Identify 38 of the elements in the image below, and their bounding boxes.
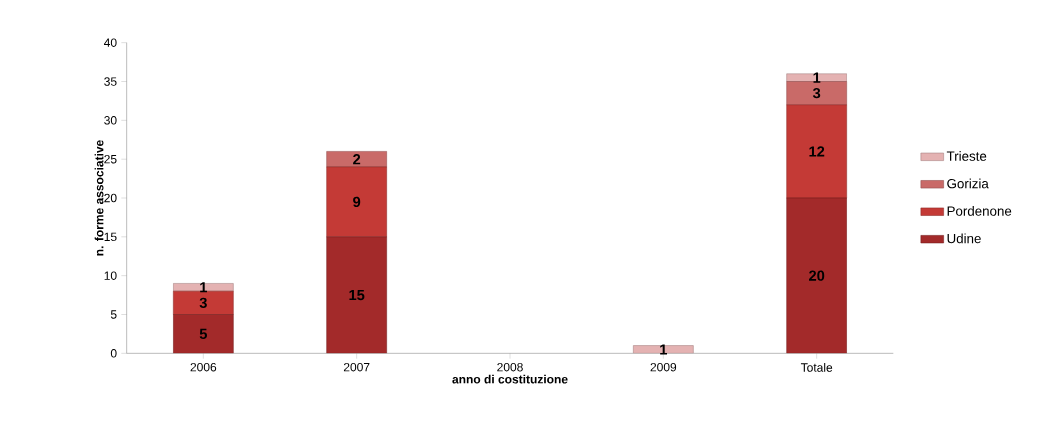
bar — [326, 236, 387, 354]
y-tick-label: 20 — [104, 193, 117, 203]
legend-label: Trieste — [946, 151, 987, 161]
x-tick-label: Totale — [800, 362, 833, 372]
legend-label: Pordenone — [947, 206, 1012, 216]
bar — [173, 314, 234, 354]
data-label: 3 — [812, 87, 821, 99]
bar — [786, 81, 847, 106]
data-label: 20 — [809, 270, 825, 281]
data-label: 1 — [200, 282, 207, 293]
data-label: 1 — [660, 344, 667, 355]
y-tick-label: 25 — [104, 154, 117, 164]
bar — [786, 197, 847, 354]
x-tick-label: 2008 — [497, 362, 523, 372]
y-tick-label: 35 — [104, 77, 117, 86]
y-tick-label: 40 — [103, 38, 117, 47]
data-label: 2 — [353, 154, 361, 165]
y-tick-label: 10 — [104, 271, 117, 280]
x-tick-label: 2006 — [190, 362, 217, 372]
bar — [326, 151, 387, 168]
x-tick-label: 2009 — [650, 362, 677, 372]
x-axis-title: anno di costituzione — [452, 374, 568, 384]
x-tick-label: 2007 — [343, 362, 370, 372]
bar — [786, 104, 847, 199]
bar — [326, 166, 387, 238]
data-label: 5 — [199, 328, 207, 340]
y-tick-label: 5 — [110, 310, 117, 319]
data-label: 12 — [809, 146, 825, 157]
y-axis-title: n. forme associative — [94, 140, 104, 256]
y-tick-label: 30 — [104, 116, 117, 125]
y-tick-label: 15 — [104, 232, 117, 242]
data-label: 15 — [349, 289, 365, 301]
data-label: 9 — [353, 196, 361, 208]
y-tick-label: 0 — [110, 349, 117, 358]
data-label: 3 — [199, 297, 207, 309]
data-label: 1 — [813, 72, 821, 83]
legend-label: Udine — [947, 233, 981, 244]
legend-label: Gorizia — [947, 178, 989, 189]
